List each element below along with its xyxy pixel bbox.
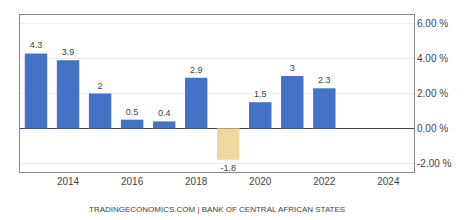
svg-text:2024: 2024 [377,176,400,187]
svg-text:2.00 %: 2.00 % [417,88,448,99]
svg-text:2014: 2014 [57,176,80,187]
svg-text:2: 2 [98,81,103,91]
svg-text:4.3: 4.3 [30,40,43,50]
svg-text:TRADINGECONOMICS.COM | BANK OF: TRADINGECONOMICS.COM | BANK OF CENTRAL A… [89,205,345,214]
svg-text:2020: 2020 [249,176,272,187]
svg-text:2.9: 2.9 [190,65,203,75]
svg-text:6.00 %: 6.00 % [417,18,448,29]
svg-text:0.5: 0.5 [126,107,139,117]
svg-text:2022: 2022 [313,176,336,187]
svg-text:1.5: 1.5 [254,89,267,99]
svg-text:2018: 2018 [185,176,208,187]
svg-text:-2.00 %: -2.00 % [417,158,452,169]
svg-text:2.3: 2.3 [318,75,331,85]
svg-text:3: 3 [290,63,295,73]
svg-text:2016: 2016 [121,176,144,187]
svg-text:4.00 %: 4.00 % [417,53,448,64]
svg-text:0.4: 0.4 [158,108,171,118]
svg-text:0.00 %: 0.00 % [417,123,448,134]
svg-text:-1.8: -1.8 [220,163,236,173]
svg-text:3.9: 3.9 [62,47,75,57]
